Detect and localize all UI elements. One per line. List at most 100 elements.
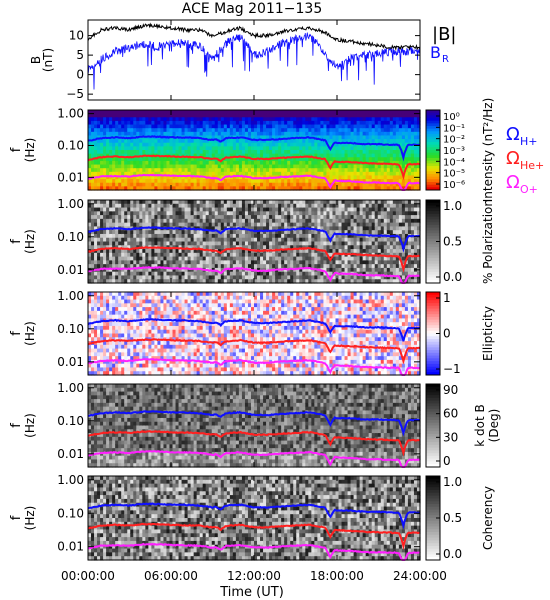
spectrogram-cell <box>187 249 192 254</box>
spectrogram-cell <box>299 275 303 280</box>
spectrogram-cell <box>199 245 204 250</box>
spectrogram-cell <box>374 211 379 216</box>
spectrogram-cell <box>211 171 216 177</box>
spectrogram-cell <box>410 171 415 177</box>
spectrogram-cell <box>133 215 137 220</box>
spectrogram-cell <box>226 230 231 235</box>
spectrogram-cell <box>118 117 122 122</box>
spectrogram-cell <box>344 245 349 250</box>
spectrogram-cell <box>145 203 149 209</box>
spectrogram-cell <box>320 233 325 239</box>
spectrogram-cell <box>413 203 418 209</box>
spectrogram-cell <box>115 222 119 228</box>
spectrogram-cell <box>293 211 297 216</box>
spectrogram-cell <box>136 150 140 155</box>
spectrogram-cell <box>139 171 143 177</box>
spectrogram-cell <box>103 117 107 122</box>
spectrogram-cell <box>166 241 171 246</box>
spectrogram-cell <box>193 182 198 187</box>
spectrogram-cell <box>368 200 373 205</box>
spectrogram-cell <box>413 186 418 191</box>
spectrogram-cell <box>151 117 155 122</box>
spectrogram-cell <box>136 131 140 137</box>
spectrogram-cell <box>335 171 340 177</box>
spectrogram-cell <box>154 256 159 261</box>
spectrogram-cell <box>254 230 258 235</box>
spectrogram-cell <box>103 275 107 280</box>
spectrogram-cell <box>130 168 134 173</box>
spectrogram-cell <box>97 160 101 166</box>
spectrogram-cell <box>157 150 162 155</box>
spectrogram-cell <box>380 200 385 205</box>
spectrogram-cell <box>332 249 337 254</box>
spectrogram-cell <box>217 186 222 191</box>
spectrogram-cell <box>184 203 189 209</box>
spectrogram-cell <box>398 135 403 140</box>
spectrogram-cell <box>205 203 210 209</box>
spectrogram-cell <box>278 249 282 254</box>
spectrogram-cell <box>100 113 104 118</box>
spectrogram-cell <box>244 146 249 151</box>
spectrogram-cell <box>407 124 412 129</box>
spectrogram-cell <box>335 113 340 118</box>
spectrogram-cell <box>338 245 343 250</box>
spectrogram-cell <box>377 157 382 162</box>
spectrogram-cell <box>329 233 334 239</box>
spectrogram-cell <box>311 200 315 205</box>
spectrogram-cell <box>380 237 385 243</box>
spectrogram-cell <box>238 271 243 277</box>
b-magnitude-series-line <box>87 22 421 51</box>
spectrogram-cell <box>199 207 204 212</box>
spectrogram-cell <box>386 113 391 118</box>
spectrogram-cell <box>130 203 134 209</box>
spectrogram-cell <box>365 153 370 158</box>
spectrogram-cell <box>193 120 198 126</box>
spectrogram-cell <box>172 131 177 137</box>
spectrogram-cell <box>269 264 273 269</box>
spectrogram-cell <box>166 120 171 126</box>
spectrogram-cell <box>193 245 198 250</box>
spectrogram-cell <box>106 237 110 243</box>
spectrogram-cell <box>413 256 418 261</box>
spectrogram-cell <box>341 135 346 140</box>
spectrogram-cell <box>229 124 234 129</box>
spectrogram-cell <box>100 120 104 126</box>
spectrogram-cell <box>226 211 231 216</box>
spectrogram-cell <box>121 207 125 212</box>
spectrogram-cell <box>106 120 110 126</box>
spectrogram-cell <box>308 267 312 273</box>
spectrogram-cell <box>359 218 364 224</box>
spectrogram-cell <box>97 264 101 269</box>
spectrogram-cell <box>229 245 234 250</box>
spectrogram-cell <box>214 203 219 209</box>
spectrogram-cell <box>157 175 162 180</box>
spectrogram-cell <box>220 117 225 122</box>
spectrogram-cell <box>308 271 312 277</box>
spectrogram-cell <box>220 271 225 277</box>
spectrogram-cell <box>335 131 340 137</box>
spectrogram-cell <box>293 215 297 220</box>
spectrogram-cell <box>142 186 146 191</box>
spectrogram-cell <box>314 117 318 122</box>
spectrogram-cell <box>196 207 201 212</box>
spectrogram-cell <box>217 113 222 118</box>
spectrogram-cell <box>208 168 213 173</box>
legend-b-magnitude: |B| <box>432 24 456 45</box>
spectrogram-cell <box>314 241 318 246</box>
spectrogram-cell <box>103 139 107 144</box>
spectrogram-cell <box>302 252 306 258</box>
spectrogram-cell <box>166 215 171 220</box>
spectrogram-cell <box>226 171 231 177</box>
spectrogram-cell <box>257 124 261 129</box>
spectrogram-cell <box>142 237 146 243</box>
spectrogram-cell <box>202 150 207 155</box>
spectrogram-cell <box>187 139 192 144</box>
spectrogram-cell <box>124 275 128 280</box>
spectrogram-cell <box>211 153 216 158</box>
spectrogram-cell <box>350 260 355 265</box>
spectrogram-cell <box>103 142 107 147</box>
spectrogram-cell <box>136 275 140 280</box>
spectrogram-cell <box>395 260 400 265</box>
colorbar-cell <box>426 128 440 132</box>
spectrogram-cell <box>100 150 104 155</box>
